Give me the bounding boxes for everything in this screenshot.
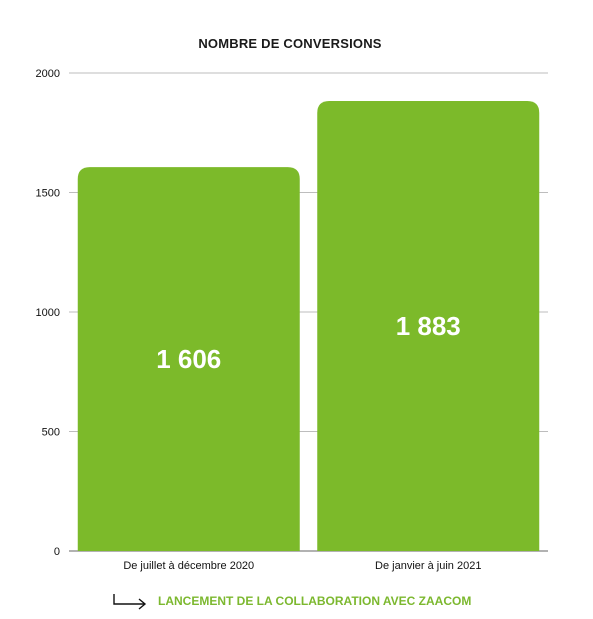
bar-value-label: 1 883 [396, 311, 461, 341]
chart-title: NOMBRE DE CONVERSIONS [198, 36, 381, 51]
y-tick-label: 1000 [36, 307, 60, 319]
arrow-right-turn-icon [113, 594, 147, 610]
y-tick-label: 500 [42, 427, 60, 439]
y-tick-label: 2000 [36, 68, 60, 80]
collaboration-launch-note: LANCEMENT DE LA COLLABORATION AVEC ZAACO… [112, 592, 471, 610]
x-category-label: De juillet à décembre 2020 [123, 560, 254, 572]
y-axis-ticks: 0 500 1000 1500 2000 [36, 68, 60, 558]
bar-chart: NOMBRE DE CONVERSIONS 0 500 1000 1500 2000 1… [36, 36, 548, 572]
bar [317, 100, 540, 551]
bar-value-label: 1 606 [156, 344, 221, 374]
footnote-text: LANCEMENT DE LA COLLABORATION AVEC ZAACO… [158, 594, 472, 608]
x-category-label: De janvier à juin 2021 [375, 560, 481, 572]
y-tick-label: 1500 [36, 188, 60, 200]
x-axis-labels: De juillet à décembre 2020 De janvier à j… [123, 560, 481, 572]
bar [77, 167, 300, 551]
y-tick-label: 0 [54, 546, 60, 558]
bars: 1 606 1 883 [77, 100, 540, 551]
